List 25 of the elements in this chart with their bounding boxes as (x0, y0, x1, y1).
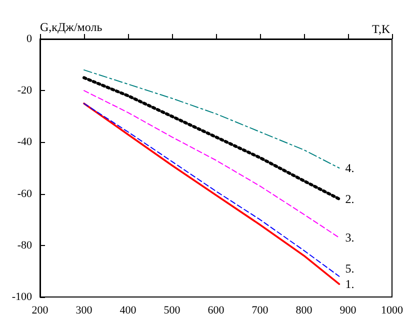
y-tick-label: -60 (17, 188, 32, 200)
y-axis-title: G,кДж/моль (40, 20, 103, 34)
line-series (82, 76, 341, 200)
x-tick-label: 300 (76, 304, 93, 316)
line-series (84, 69, 340, 168)
x-tick-label: 400 (120, 304, 137, 316)
x-tick-label: 900 (340, 304, 357, 316)
y-tick-label: 0 (26, 33, 32, 45)
y-tick-label: -100 (12, 291, 32, 303)
series-label: 4. (345, 161, 354, 175)
x-tick-label: 700 (252, 304, 269, 316)
y-tick-label: -20 (17, 84, 32, 97)
series-label: 3. (345, 230, 354, 245)
x-tick-label: 800 (296, 304, 313, 316)
series-label: 2. (345, 192, 354, 206)
x-tick-label: 200 (32, 304, 49, 316)
x-axis-title: T,K (372, 22, 390, 36)
x-tick-label: 500 (164, 304, 181, 316)
x-tick-label: 1000 (381, 304, 404, 316)
y-tick-label: -40 (17, 136, 32, 148)
y-tick-label: -80 (17, 239, 32, 252)
line-series (84, 90, 340, 238)
series-label: 5. (345, 261, 354, 276)
series-label: 1. (345, 277, 354, 292)
x-tick-label: 600 (208, 304, 225, 316)
